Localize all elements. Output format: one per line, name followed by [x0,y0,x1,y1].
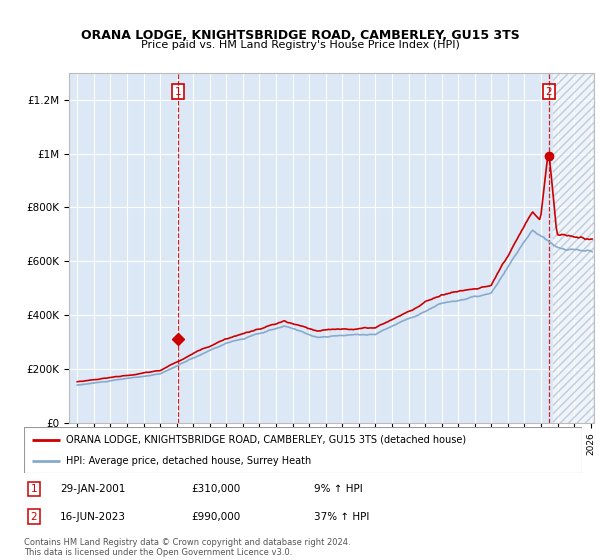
Text: 1: 1 [31,484,37,494]
Text: 37% ↑ HPI: 37% ↑ HPI [314,512,370,522]
Text: HPI: Average price, detached house, Surrey Heath: HPI: Average price, detached house, Surr… [66,456,311,466]
Text: 1: 1 [175,87,181,97]
Text: ORANA LODGE, KNIGHTSBRIDGE ROAD, CAMBERLEY, GU15 3TS (detached house): ORANA LODGE, KNIGHTSBRIDGE ROAD, CAMBERL… [66,435,466,445]
Text: £310,000: £310,000 [191,484,241,494]
Bar [553,73,594,423]
Text: Contains HM Land Registry data © Crown copyright and database right 2024.
This d: Contains HM Land Registry data © Crown c… [24,538,350,557]
Text: 2: 2 [545,87,552,97]
Text: 2: 2 [31,512,37,522]
Bar [553,73,594,423]
Text: ORANA LODGE, KNIGHTSBRIDGE ROAD, CAMBERLEY, GU15 3TS: ORANA LODGE, KNIGHTSBRIDGE ROAD, CAMBERL… [80,29,520,42]
Text: Price paid vs. HM Land Registry's House Price Index (HPI): Price paid vs. HM Land Registry's House … [140,40,460,50]
Text: 9% ↑ HPI: 9% ↑ HPI [314,484,363,494]
Text: £990,000: £990,000 [191,512,241,522]
Text: 29-JAN-2001: 29-JAN-2001 [60,484,125,494]
Text: 16-JUN-2023: 16-JUN-2023 [60,512,126,522]
